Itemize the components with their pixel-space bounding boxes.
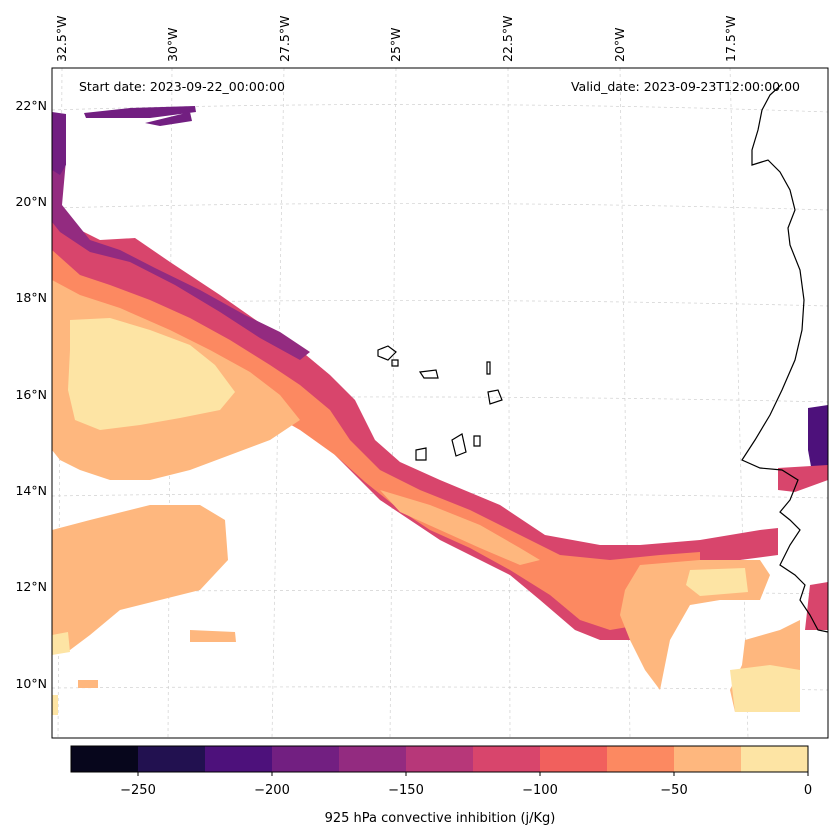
map-frame — [51, 67, 829, 739]
contour-isolated-patch — [78, 630, 236, 688]
colorbar-swatch — [272, 746, 339, 772]
coastline — [377, 83, 829, 633]
colorbar-tick-label: 0 — [804, 783, 812, 798]
lon-label: 22.5°W — [500, 16, 515, 62]
colorbar-frame — [70, 745, 809, 773]
colorbar-title: 925 hPa convective inhibition (j/Kg) — [325, 811, 556, 826]
contour-band-purple-edge — [52, 150, 310, 360]
lon-label: 27.5°W — [277, 16, 292, 62]
lon-label: 20°W — [612, 27, 627, 62]
contour-band-pale-yellow — [68, 318, 235, 430]
lat-label: 16°N — [15, 387, 47, 402]
lat-label: 22°N — [15, 98, 47, 113]
colorbar-swatch — [138, 746, 205, 772]
colorbar-ticks: −250 −200 −150 −100 −50 0 — [120, 783, 812, 798]
start-date-label: Start date: 2023-09-22_00:00:00 — [79, 79, 285, 94]
lat-label: 14°N — [15, 483, 47, 498]
colorbar-tick-label: −100 — [522, 783, 558, 798]
colorbar — [70, 745, 809, 776]
colorbar-swatch — [339, 746, 406, 772]
colorbar-tick-label: −50 — [660, 783, 687, 798]
lat-label: 12°N — [15, 579, 47, 594]
colorbar-swatch — [473, 746, 540, 772]
contour-pale-far-southeast — [730, 665, 800, 712]
colorbar-swatch — [540, 746, 607, 772]
lat-labels: 22°N 20°N 18°N 16°N 14°N 12°N 10°N — [15, 98, 47, 691]
colorbar-tick-label: −250 — [120, 783, 156, 798]
contour-top-streaks — [84, 106, 196, 126]
contour-patch-southwest — [52, 505, 228, 652]
contour-coast-dark — [808, 405, 828, 472]
lon-labels: 32.5°W 30°W 27.5°W 25°W 22.5°W 20°W 17.5… — [54, 16, 738, 62]
valid-date-label: Valid_date: 2023-09-23T12:00:00.00 — [571, 79, 800, 94]
colorbar-swatch — [406, 746, 473, 772]
lon-label: 30°W — [165, 27, 180, 62]
lon-label: 32.5°W — [54, 16, 69, 62]
lat-label: 20°N — [15, 194, 47, 209]
colorbar-swatch — [205, 746, 272, 772]
contour-pale-east — [686, 568, 748, 596]
cin-contours — [52, 106, 828, 715]
colorbar-swatch — [674, 746, 741, 772]
colorbar-tick-label: −200 — [254, 783, 290, 798]
colorbar-swatch — [607, 746, 674, 772]
contour-pale-west — [52, 632, 70, 715]
contour-band-dark-strip — [52, 112, 66, 175]
contour-coast-red — [778, 465, 828, 630]
contour-band-orange — [52, 250, 700, 630]
lat-label: 10°N — [15, 676, 47, 691]
colorbar-swatch — [741, 746, 808, 772]
lat-label: 18°N — [15, 290, 47, 305]
lon-label: 25°W — [388, 27, 403, 62]
lon-label: 17.5°W — [723, 16, 738, 62]
colorbar-swatch — [71, 746, 138, 772]
colorbar-tick-label: −150 — [388, 783, 424, 798]
contour-band-light-orange-2 — [380, 490, 540, 565]
